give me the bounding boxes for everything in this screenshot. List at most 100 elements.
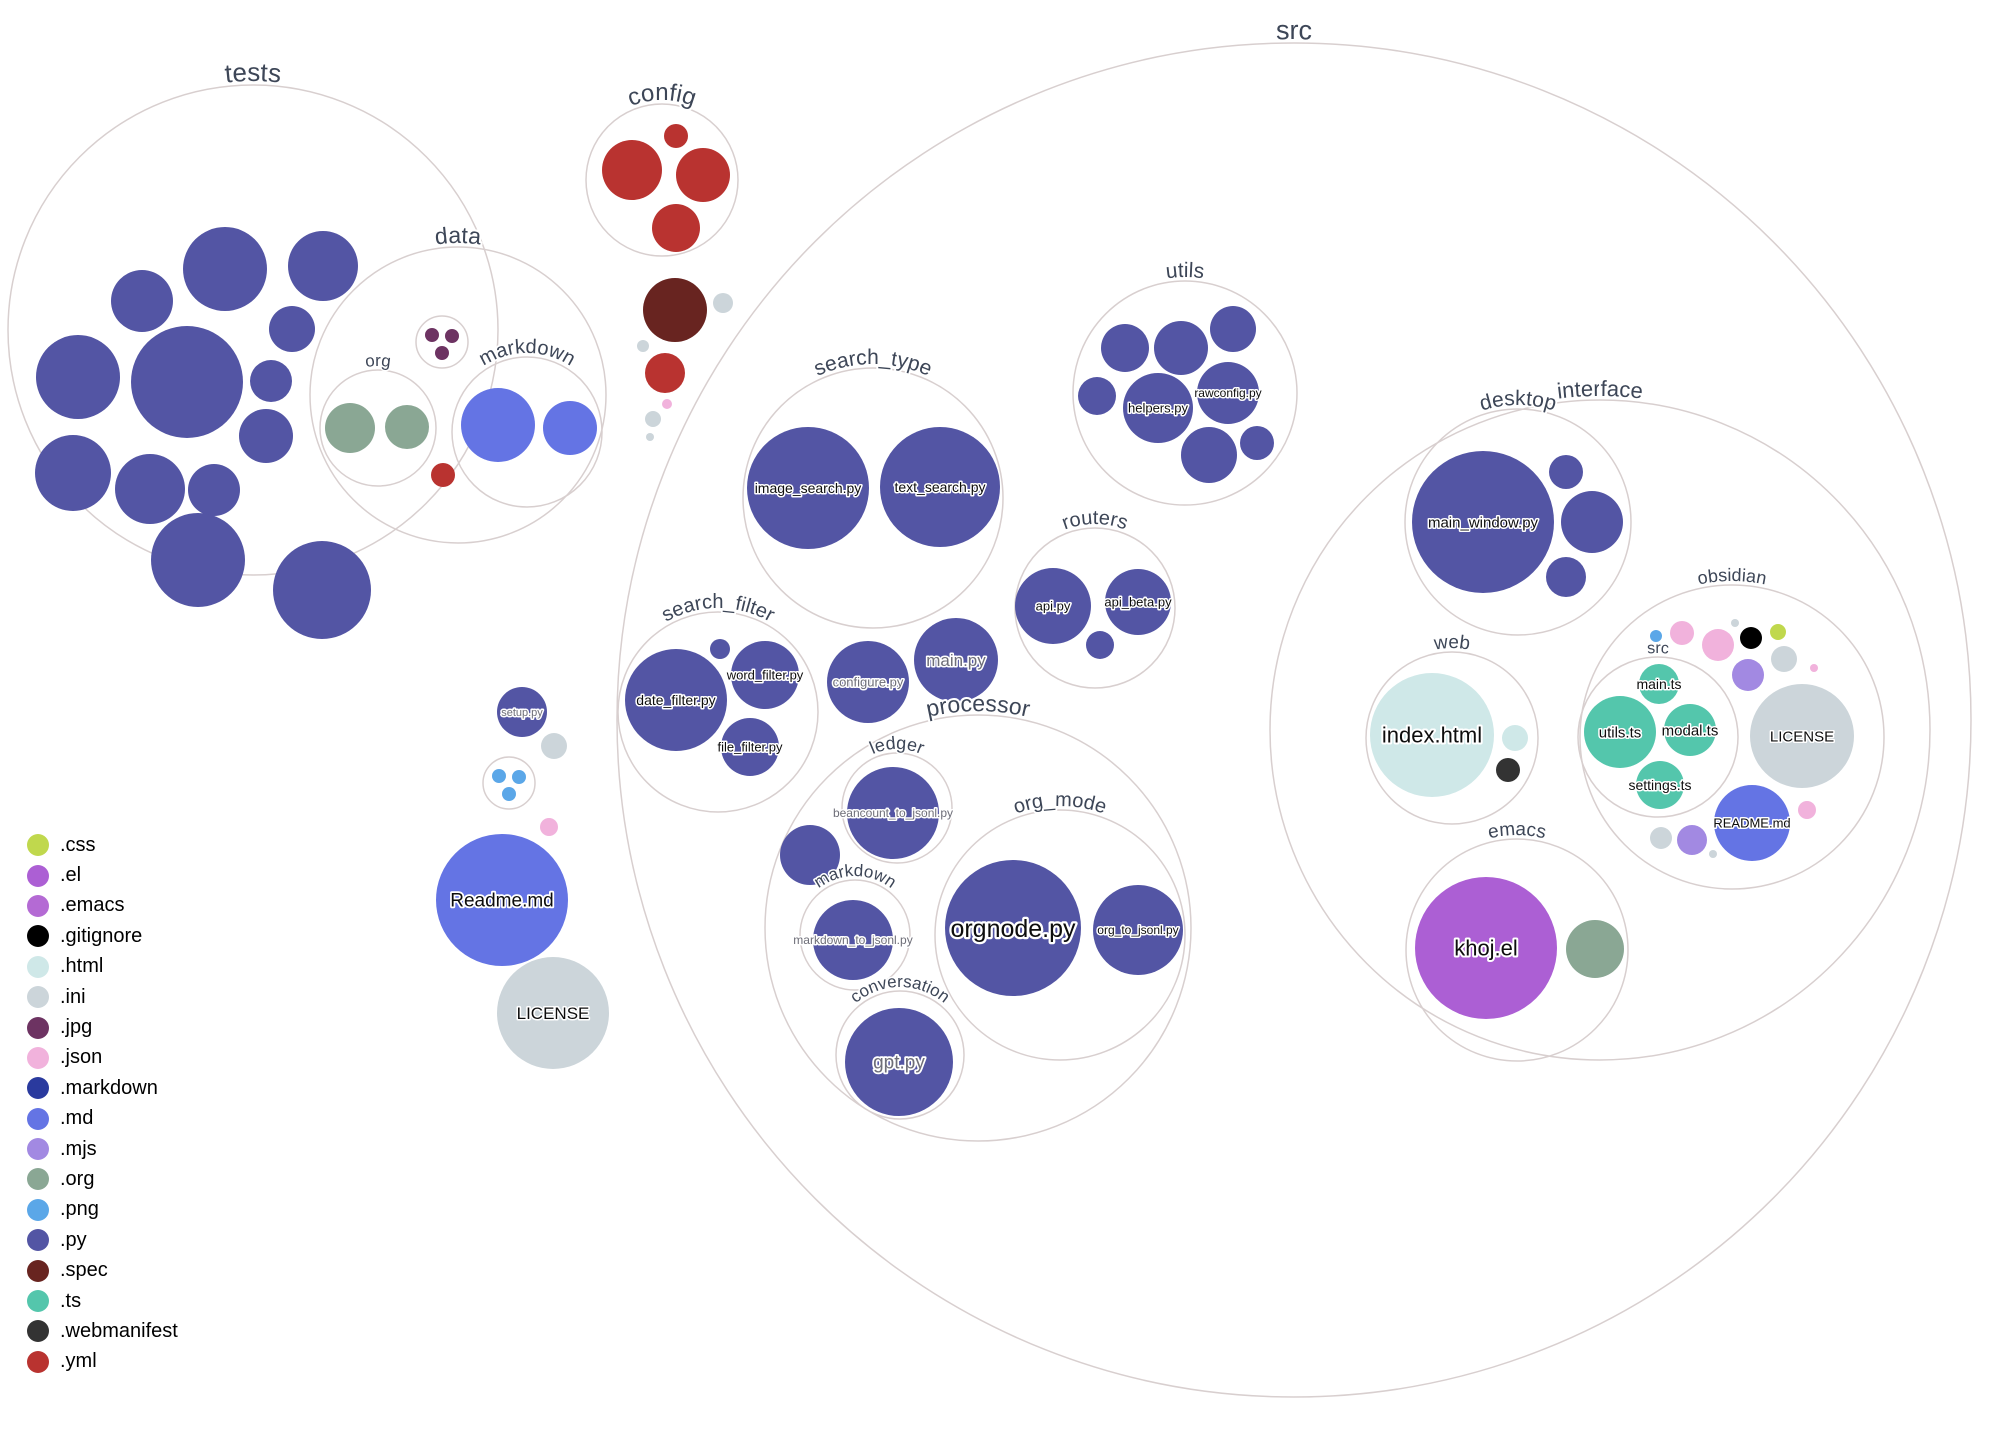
dir-desktop-circle	[1404, 408, 1632, 636]
dir-data-images-circle	[415, 315, 469, 369]
file-tests-py-7-circle	[250, 360, 292, 402]
legend-color-dot-icon	[27, 864, 49, 887]
file-root-json-1-circle	[662, 399, 672, 409]
dir-emacs-label: emacs	[1486, 819, 1548, 843]
file-org-to-jsonl-py-label: org_to_jsonl.py	[1097, 923, 1178, 937]
legend-extension-label: .html	[60, 955, 104, 978]
file-main-window-py-label: main_window.py	[1428, 514, 1539, 531]
legend-item-md: .md	[27, 1104, 178, 1134]
dir-data-org-circle	[319, 369, 437, 487]
file-utils-py-3-circle	[1210, 306, 1256, 352]
legend-color-dot-icon	[27, 1046, 49, 1069]
dir-data-circle	[309, 246, 607, 544]
dir-ledger-circle	[841, 752, 953, 864]
dir-data-label: data	[433, 222, 482, 250]
file-utils-py-6-circle	[1240, 426, 1274, 460]
dir-config-circle	[585, 103, 739, 257]
file-main-ts-circle	[1639, 664, 1679, 704]
file-data-jpg-3-circle	[435, 346, 449, 360]
legend-item-emacs: .emacs	[27, 891, 178, 921]
file-utils-py-1-circle	[1101, 324, 1149, 372]
dir-ledger-label: ledger	[867, 733, 928, 758]
legend-item-html: .html	[27, 952, 178, 982]
file-data-md-2-circle	[543, 401, 597, 455]
dir-obsidian-label: obsidian	[1696, 565, 1768, 589]
legend-extension-label: .png	[60, 1198, 99, 1221]
legend-item-jpg: .jpg	[27, 1012, 178, 1042]
file-text-search-py-label: text_search.py	[894, 479, 985, 495]
file-utils-py-5-circle	[1181, 427, 1237, 483]
file-root-yml-circle	[645, 353, 685, 393]
file-config-yml-1-circle	[602, 140, 662, 200]
legend-color-dot-icon	[27, 955, 49, 978]
dir-processor-circle	[764, 714, 1192, 1142]
file-web-html-circle	[1502, 725, 1528, 751]
file-gpt-py-circle	[845, 1008, 953, 1116]
dir-search-type-label: search_type	[811, 346, 936, 381]
file-tests-py-9-circle	[35, 435, 111, 511]
legend-extension-label: .spec	[60, 1259, 108, 1282]
dir-proc-markdown-circle	[799, 879, 911, 991]
file-index-html-label: index.html	[1382, 723, 1482, 748]
dir-search-type-circle	[742, 367, 1004, 629]
file-tests-py-12-circle	[151, 513, 245, 607]
dir-obsidian-src-circle	[1577, 656, 1739, 818]
file-root-ini-2-circle	[637, 340, 649, 352]
file-root-png-2-circle	[512, 770, 526, 784]
dir-utils-label: utils	[1165, 259, 1206, 283]
dir-tests-circle	[7, 84, 499, 576]
dir-tests-label: tests	[223, 57, 282, 88]
file-configure-py-circle	[827, 641, 909, 723]
file-root-spec-circle	[643, 278, 707, 342]
legend-color-dot-icon	[27, 834, 49, 857]
legend-color-dot-icon	[27, 925, 49, 948]
dir-root-assets-circle	[482, 756, 536, 810]
file-utils-ts-label: utils.ts	[1599, 724, 1642, 741]
file-file-filter-py-circle	[721, 718, 779, 776]
dir-src-label: src	[1276, 15, 1313, 45]
file-index-html-circle	[1370, 673, 1494, 797]
file-obsidian-png-circle	[1650, 630, 1662, 642]
file-config-yml-3-circle	[676, 148, 730, 202]
legend-color-dot-icon	[27, 1198, 49, 1221]
dir-search-filter-circle	[617, 611, 819, 813]
legend-item-png: .png	[27, 1195, 178, 1225]
legend-extension-label: .md	[60, 1107, 94, 1130]
legend-color-dot-icon	[27, 894, 49, 917]
file-word-filter-py-label: word_filter.py	[726, 668, 804, 683]
file-tests-py-11-circle	[188, 464, 240, 516]
file-root-json-2-circle	[540, 818, 558, 836]
file-date-filter-py-label: date_filter.py	[636, 692, 715, 708]
file-root-readme-md-label: Readme.md	[450, 891, 554, 912]
file-root-setup-py-circle	[497, 687, 547, 737]
file-processor-py-circle	[780, 825, 840, 885]
file-image-search-py-circle	[747, 427, 869, 549]
dir-org-mode-circle	[934, 809, 1186, 1061]
file-tests-py-5-circle	[36, 335, 120, 419]
file-rawconfig-py-circle	[1197, 362, 1259, 424]
file-tests-py-3-circle	[111, 270, 173, 332]
file-tests-py-4-circle	[269, 306, 315, 352]
legend-color-dot-icon	[27, 1259, 49, 1282]
dir-search-filter-label: search_filter	[658, 591, 778, 627]
file-helpers-py-label: helpers.py	[1128, 401, 1188, 416]
legend-extension-label: .mjs	[60, 1137, 97, 1160]
legend-extension-label: .org	[60, 1167, 95, 1190]
file-root-ini-5-circle	[541, 733, 567, 759]
dir-src-circle	[616, 42, 1972, 1398]
file-obsidian-json-1-circle	[1670, 621, 1694, 645]
file-routers-py-circle	[1086, 631, 1114, 659]
legend-color-dot-icon	[27, 1107, 49, 1130]
file-modal-ts-label: modal.ts	[1662, 722, 1719, 739]
file-obsidian-mjs-2-circle	[1677, 825, 1707, 855]
file-root-setup-py-label: setup.py	[501, 707, 543, 719]
file-data-org-1-circle	[325, 403, 375, 453]
legend-extension-label: .el	[60, 864, 82, 887]
legend-extension-label: .jpg	[60, 1016, 93, 1039]
file-root-ini-4-circle	[646, 433, 654, 441]
file-main-ts-label: main.ts	[1636, 676, 1681, 692]
file-api-beta-py-label: api_beta.py	[1104, 595, 1172, 610]
legend-item-gitignore: .gitignore	[27, 921, 178, 951]
